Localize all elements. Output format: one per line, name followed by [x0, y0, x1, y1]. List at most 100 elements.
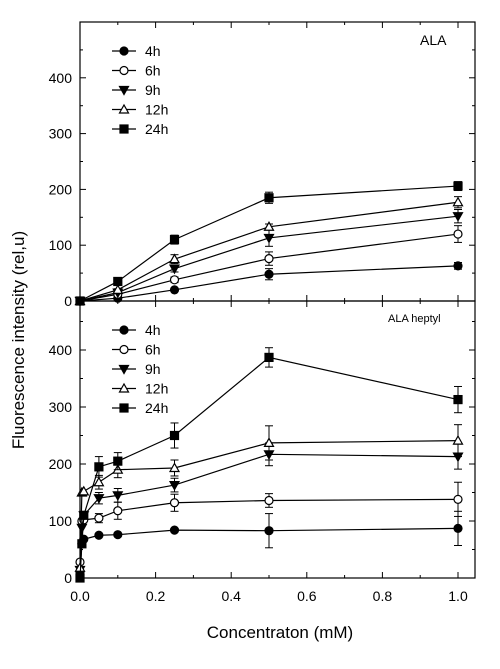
- legend-item: 6h: [112, 342, 161, 358]
- y-tick-label: 200: [49, 181, 73, 197]
- x-axis: Concentraton (mM) 0.0 0.2 0.4 0.6 0.8 1.0: [70, 588, 468, 642]
- data-point: [453, 229, 463, 239]
- data-point: [93, 494, 105, 504]
- x-tick-label: 0.6: [297, 588, 317, 604]
- data-point: [169, 285, 180, 295]
- data-point: [452, 196, 464, 207]
- data-point: [169, 430, 180, 441]
- legend-label: 24h: [145, 121, 168, 137]
- data-point: [453, 494, 463, 504]
- data-point: [452, 434, 464, 445]
- panel-ala-heptyl-title: ALA heptyl: [388, 313, 441, 325]
- legend-item: 4h: [112, 322, 161, 338]
- x-tick-label: 0.8: [373, 588, 393, 604]
- data-point: [168, 253, 181, 264]
- legend-label: 9h: [145, 82, 161, 98]
- series-12h: [74, 424, 464, 572]
- legend-marker: [119, 325, 129, 335]
- x-axis-title: Concentraton (mM): [207, 623, 353, 642]
- data-point: [76, 523, 88, 534]
- data-point: [93, 476, 105, 487]
- legend-marker: [119, 344, 129, 355]
- legend-label: 4h: [145, 43, 161, 59]
- x-tick-label: 1.0: [448, 588, 468, 604]
- legend-item: 24h: [112, 400, 168, 416]
- data-point: [78, 485, 90, 496]
- data-point: [113, 276, 123, 287]
- data-point: [112, 284, 124, 294]
- data-point: [264, 495, 274, 506]
- data-point: [169, 275, 180, 285]
- y-axis-title: Fluorescence intensity (rel,u): [9, 231, 28, 449]
- data-point: [169, 498, 180, 508]
- legend-marker: [119, 403, 129, 413]
- y-tick-label: 300: [49, 126, 73, 142]
- x-tick-label: 0.4: [221, 588, 241, 604]
- data-point: [453, 523, 463, 534]
- legend-label: 6h: [145, 342, 161, 358]
- data-point: [94, 513, 104, 523]
- legend-label: 24h: [145, 400, 168, 416]
- legend-item: 4h: [112, 43, 161, 59]
- data-point: [264, 253, 274, 264]
- series-4h: [75, 510, 463, 577]
- data-point: [113, 530, 123, 540]
- data-point: [263, 233, 275, 244]
- series-24h: [75, 347, 463, 583]
- data-point: [263, 437, 275, 448]
- legend-marker: [118, 103, 130, 114]
- y-tick-label: 0: [64, 570, 72, 586]
- legend-marker: [118, 382, 130, 393]
- legend-marker: [118, 85, 130, 96]
- x-tick-label: 0.0: [70, 588, 90, 604]
- legend-item: 12h: [112, 102, 168, 118]
- series-12h: [74, 196, 464, 306]
- panel-ala-title: ALA: [420, 32, 447, 48]
- data-point: [77, 539, 87, 549]
- y-tick-label: 200: [49, 456, 73, 472]
- data-point: [264, 352, 274, 363]
- data-point: [453, 394, 463, 405]
- panel-ala-heptyl: ALA heptyl 0 100 200 300 400 4h 6h 9h 12h 24h: [49, 300, 476, 586]
- x-tick-label: 0.2: [146, 588, 166, 604]
- data-point: [169, 235, 180, 245]
- y-tick-label: 100: [49, 513, 73, 529]
- data-point: [453, 261, 463, 271]
- data-point: [453, 181, 463, 191]
- data-point: [168, 462, 181, 473]
- data-point: [112, 491, 124, 502]
- data-point: [264, 269, 274, 279]
- data-point: [94, 530, 104, 540]
- legend-label: 6h: [145, 63, 161, 79]
- legend-item: 24h: [112, 121, 168, 137]
- legend-marker: [119, 46, 129, 56]
- legend-item: 9h: [112, 361, 161, 377]
- legend-item: 6h: [112, 63, 161, 79]
- data-point: [94, 462, 104, 472]
- data-point: [168, 264, 181, 275]
- legend-label: 12h: [145, 381, 168, 397]
- data-point: [169, 525, 180, 535]
- data-point: [263, 221, 275, 231]
- y-axis: Fluorescence intensity (rel,u): [9, 231, 28, 449]
- series-24h: [75, 181, 463, 306]
- legend-item: 9h: [112, 82, 161, 98]
- y-tick-label: 0: [64, 293, 72, 309]
- data-point: [113, 506, 123, 516]
- series-line: [79, 356, 459, 579]
- legend-marker: [118, 364, 130, 375]
- data-point: [113, 456, 123, 466]
- data-point: [75, 573, 85, 583]
- series-line: [79, 453, 459, 571]
- data-point: [264, 193, 274, 203]
- panel-frame: [79, 300, 476, 579]
- legend-item: 12h: [112, 381, 168, 397]
- data-point: [452, 212, 464, 222]
- y-tick-label: 400: [49, 342, 73, 358]
- panel-ala: ALA 0 100 200 300 400 4h 6h 9h 12h 24h: [49, 21, 476, 309]
- legend-label: 9h: [145, 361, 161, 377]
- legend-label: 12h: [145, 102, 168, 118]
- legend-label: 4h: [145, 322, 161, 338]
- y-tick-label: 300: [49, 399, 73, 415]
